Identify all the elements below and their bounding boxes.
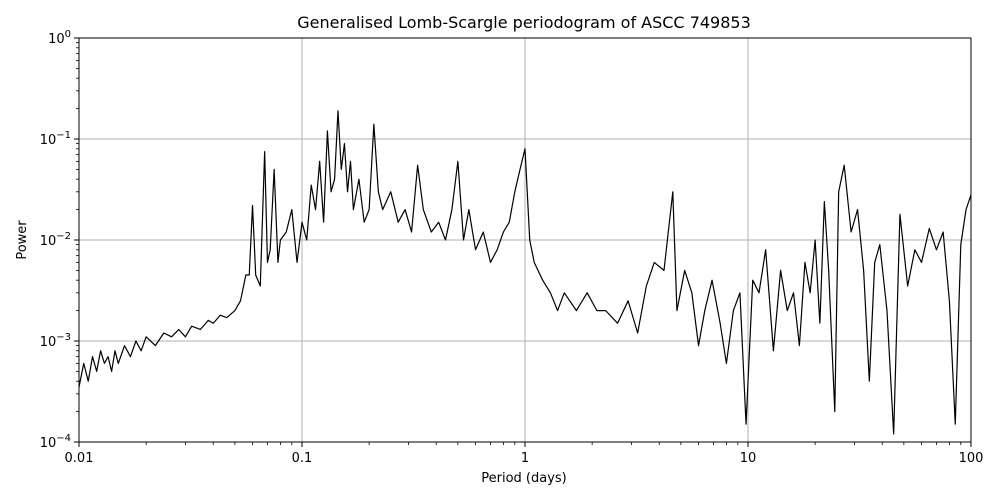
- ticks: 0.01 0.1 1 10 100 10−4 10−3 10−2 10−1 100: [40, 29, 984, 466]
- x-tick-label: 0.1: [292, 451, 313, 466]
- grid: [79, 38, 971, 442]
- chart-title: Generalised Lomb-Scargle periodogram of …: [297, 13, 751, 32]
- x-tick-label: 0.01: [65, 451, 94, 466]
- x-tick-label: 1: [521, 451, 529, 466]
- y-tick-label: 10−4: [40, 433, 71, 451]
- y-tick-label: 100: [48, 29, 71, 47]
- y-tick-label: 10−3: [40, 332, 71, 350]
- x-tick-label: 10: [740, 451, 757, 466]
- periodogram-series-line: [79, 110, 971, 435]
- y-tick-label: 10−2: [40, 231, 71, 249]
- y-tick-label: 10−1: [40, 130, 71, 148]
- x-axis-label: Period (days): [481, 471, 567, 486]
- plot-frame: [78, 37, 972, 443]
- data-layer: [79, 110, 971, 435]
- x-tick-label: 100: [959, 451, 984, 466]
- y-axis-label: Power: [15, 220, 30, 260]
